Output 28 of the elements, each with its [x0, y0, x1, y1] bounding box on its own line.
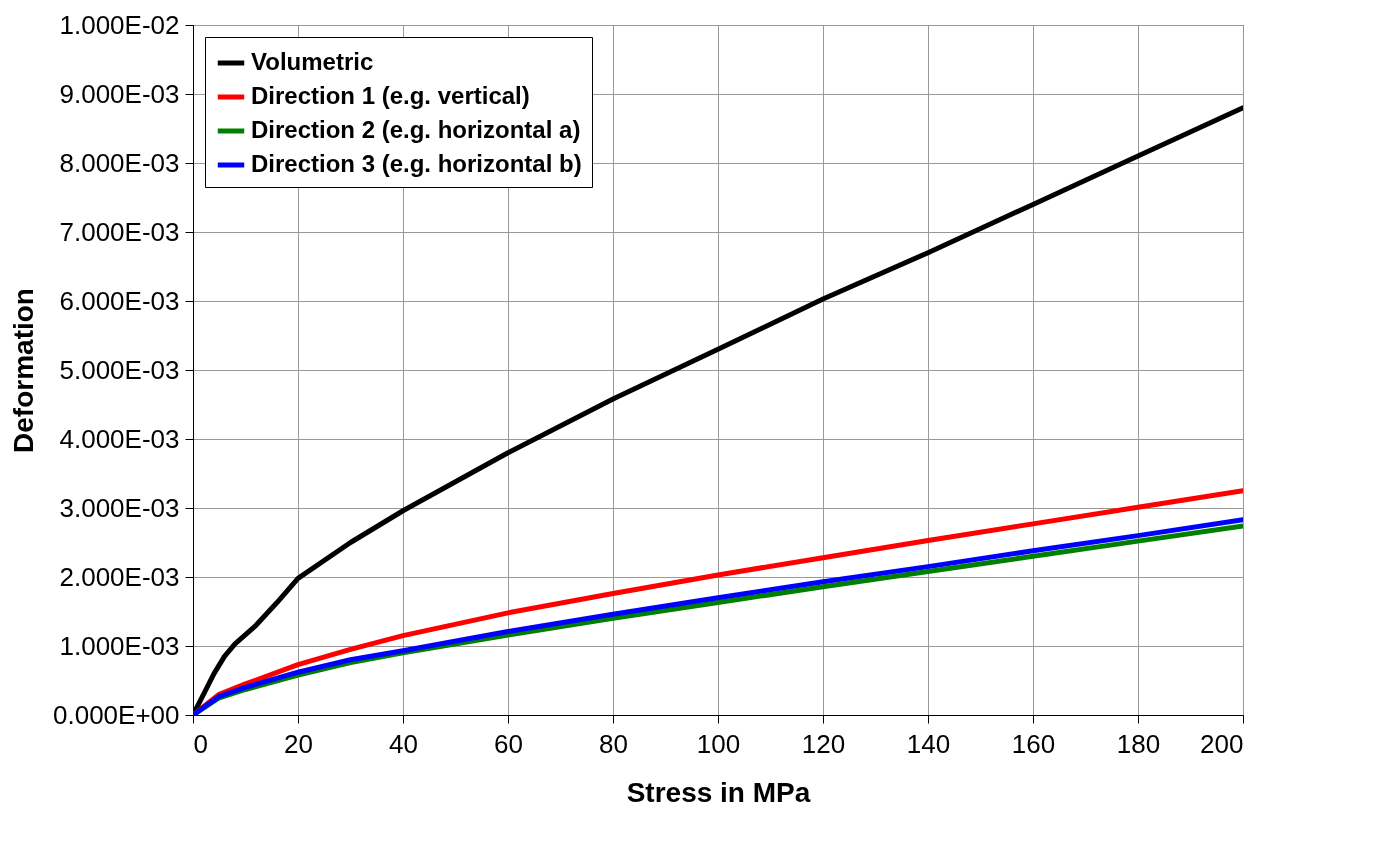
legend-label: Direction 1 (e.g. vertical) [251, 82, 530, 109]
legend-label: Direction 3 (e.g. horizontal b) [251, 150, 582, 177]
x-tick-label: 40 [389, 728, 418, 759]
x-tick-label: 0 [193, 728, 208, 759]
x-tick-label: 120 [801, 728, 846, 759]
y-axis-title: Deformation [7, 288, 39, 453]
x-axis-title: Stress in MPa [626, 776, 811, 808]
y-tick-label: 3.000E-03 [59, 492, 180, 523]
x-tick-label: 180 [1116, 728, 1161, 759]
y-tick-label: 4.000E-03 [59, 423, 180, 454]
x-tick-label: 60 [494, 728, 523, 759]
x-tick-label: 200 [1200, 728, 1244, 759]
x-tick-label: 20 [284, 728, 313, 759]
x-tick-label: 140 [906, 728, 951, 759]
y-tick-label: 1.000E-03 [59, 630, 180, 661]
x-tick-label: 100 [696, 728, 741, 759]
y-tick-label: 9.000E-03 [59, 78, 180, 109]
y-tick-label: 2.000E-03 [59, 561, 180, 592]
y-tick-label: 8.000E-03 [59, 147, 180, 178]
x-tick-label: 160 [1011, 728, 1056, 759]
y-tick-label: 0.000E+00 [52, 699, 180, 730]
x-tick-label: 80 [599, 728, 628, 759]
y-tick-label: 1.000E-02 [59, 9, 180, 40]
y-tick-label: 5.000E-03 [59, 354, 180, 385]
legend-label: Direction 2 (e.g. horizontal a) [251, 116, 581, 143]
y-tick-label: 6.000E-03 [59, 285, 180, 316]
legend-label: Volumetric [251, 48, 374, 75]
y-tick-label: 7.000E-03 [59, 216, 180, 247]
